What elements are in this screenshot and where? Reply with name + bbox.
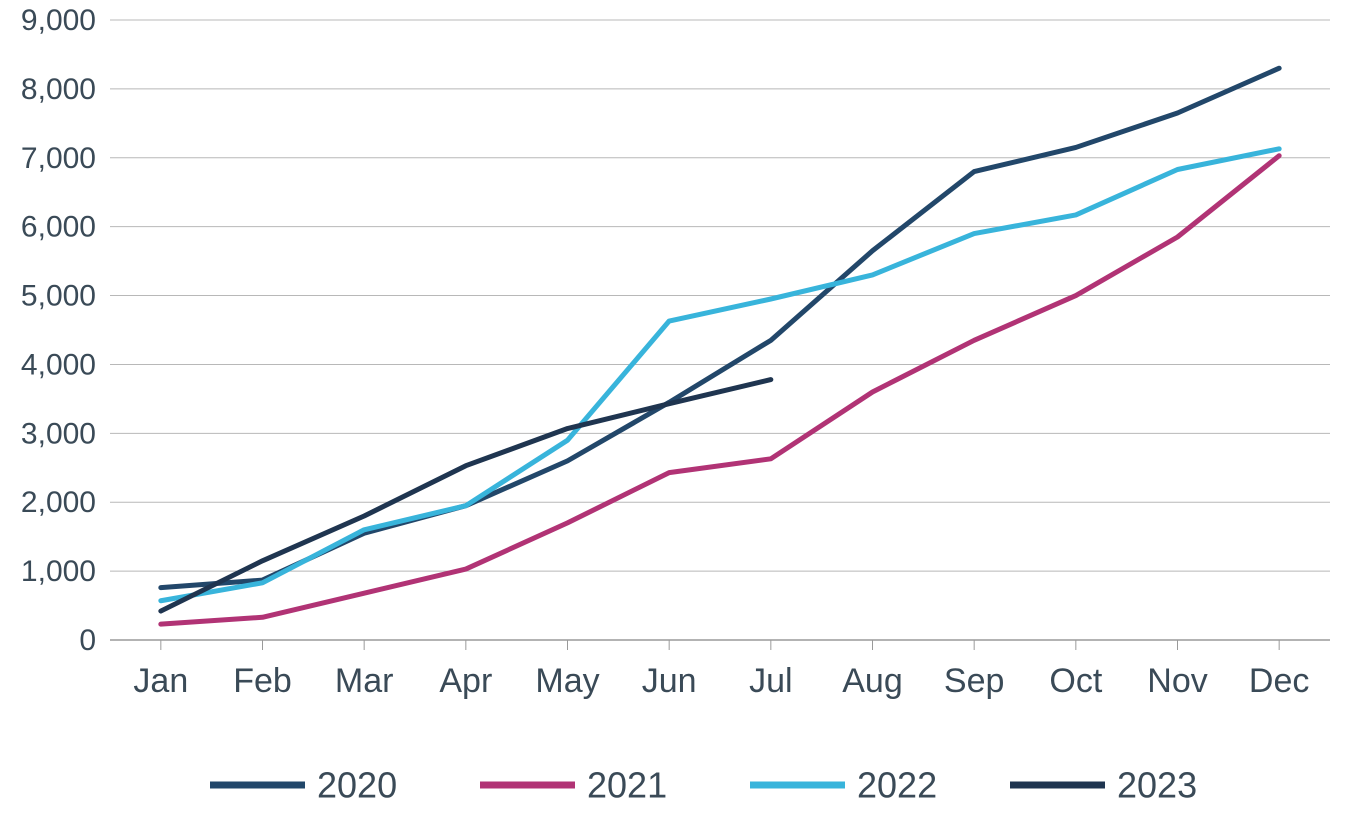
x-tick-label: Mar <box>335 662 394 700</box>
x-tick-label: Feb <box>233 662 292 700</box>
y-tick-label: 5,000 <box>21 280 96 313</box>
y-tick-label: 8,000 <box>21 73 96 106</box>
legend-label-2021: 2021 <box>587 765 667 806</box>
x-tick-label: Apr <box>439 662 492 700</box>
legend-label-2020: 2020 <box>317 765 397 806</box>
y-tick-label: 3,000 <box>21 417 96 450</box>
x-tick-label: Nov <box>1147 662 1207 700</box>
y-tick-label: 0 <box>79 624 96 657</box>
x-tick-label: Dec <box>1249 662 1309 700</box>
x-tick-label: Sep <box>944 662 1005 700</box>
x-tick-label: Oct <box>1049 662 1102 700</box>
x-tick-label: Aug <box>842 662 903 700</box>
line-chart: 0 1,000 2,000 3,000 4,000 5,000 6,000 7,000 8,00… <box>0 0 1355 820</box>
y-tick-label: 1,000 <box>21 555 96 588</box>
x-tick-label: Jun <box>642 662 697 700</box>
legend-label-2022: 2022 <box>857 765 937 806</box>
x-tick-label: Jan <box>133 662 188 700</box>
legend-label-2023: 2023 <box>1117 765 1197 806</box>
chart-svg: 0 1,000 2,000 3,000 4,000 5,000 6,000 7,000 8,00… <box>0 0 1355 820</box>
x-tick-label: May <box>535 662 599 700</box>
x-tick-label: Jul <box>749 662 792 700</box>
y-tick-label: 9,000 <box>21 4 96 37</box>
y-tick-label: 2,000 <box>21 486 96 519</box>
y-tick-label: 4,000 <box>21 348 96 381</box>
y-tick-label: 6,000 <box>21 211 96 244</box>
y-tick-label: 7,000 <box>21 142 96 175</box>
